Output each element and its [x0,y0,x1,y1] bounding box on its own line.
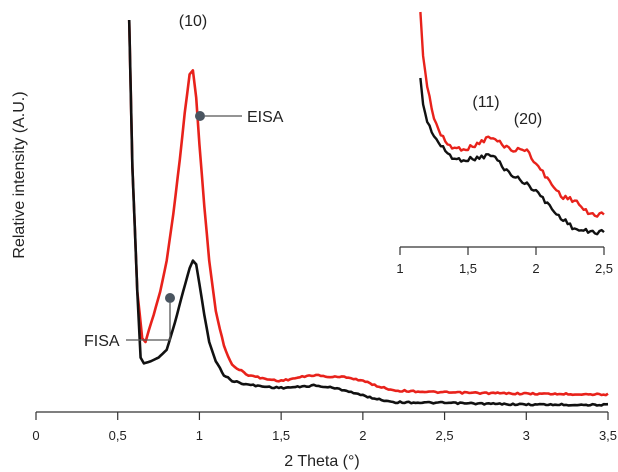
series-fisa-line [127,19,609,407]
fisa-leader-line [126,303,171,341]
x-tick-label: 1,5 [272,428,290,443]
inset-x-tick-label: 1 [396,261,403,276]
inset-x-ticks: 1 1,5 2 2,5 [396,247,613,276]
inset-x-tick-label: 1,5 [459,261,477,276]
inset-series-eisa-line [419,11,605,218]
x-axis-title: 2 Theta (°) [284,453,359,470]
x-tick-label: 3,5 [599,428,617,443]
peak-11-label: (11) [472,94,499,111]
inset-chart: 1 1,5 2 2,5 (11) (20) [396,11,613,276]
main-x-ticks: 0 0,5 1 1,5 2 2,5 3 3,5 [32,412,617,443]
x-tick-label: 0,5 [109,428,127,443]
x-tick-label: 2 [359,428,366,443]
x-tick-label: 1 [196,428,203,443]
y-axis-title: Relative intensity (A.U.) [11,91,28,258]
inset-series-fisa-line [419,77,605,236]
x-tick-label: 3 [523,428,530,443]
inset-x-tick-label: 2 [532,261,539,276]
fisa-label: FISA [84,333,120,350]
eisa-marker [195,111,205,121]
series-eisa-line [127,19,609,397]
x-tick-label: 2,5 [436,428,454,443]
eisa-label: EISA [247,109,284,126]
x-tick-label: 0 [32,428,39,443]
inset-x-tick-label: 2,5 [595,261,613,276]
fisa-callout: FISA [84,293,175,350]
peak-20-label: (20) [514,111,542,128]
eisa-callout: EISA [195,109,284,126]
peak-10-label: (10) [179,13,207,30]
main-x-axis: 0 0,5 1 1,5 2 2,5 3 3,5 [32,411,617,443]
fisa-marker [165,293,175,303]
